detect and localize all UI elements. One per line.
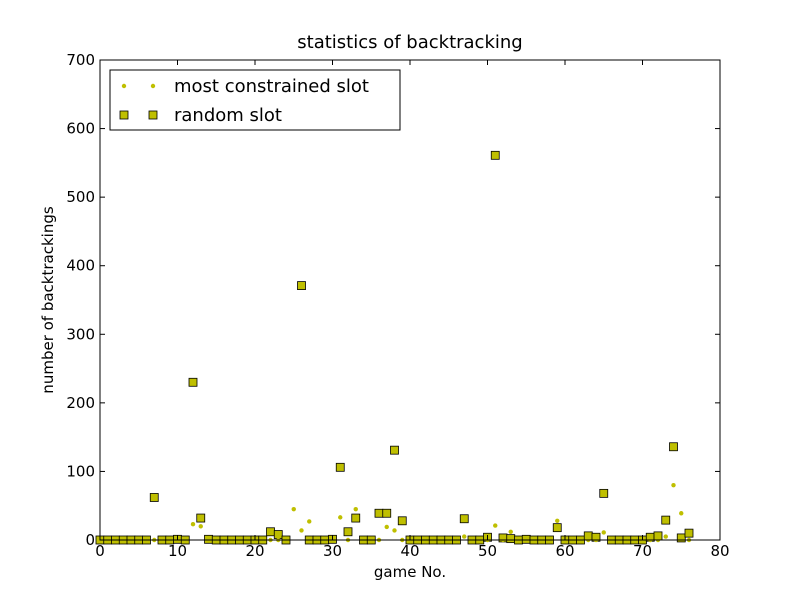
legend-marker bbox=[150, 83, 156, 89]
random-slot-point bbox=[490, 150, 500, 160]
legend-marker bbox=[121, 83, 127, 89]
random-slot-point bbox=[382, 508, 392, 518]
random-slot-point bbox=[335, 462, 345, 472]
most-constrained-point bbox=[663, 534, 668, 539]
chart-title: statistics of backtracking bbox=[297, 32, 522, 53]
most-constrained-point bbox=[555, 518, 560, 523]
legend-box bbox=[109, 69, 401, 131]
x-tick-label: 60 bbox=[555, 542, 574, 560]
most-constrained-point bbox=[493, 523, 498, 528]
y-tick-label: 500 bbox=[66, 188, 95, 206]
random-slot-point bbox=[343, 527, 353, 537]
random-slot-point bbox=[599, 488, 609, 498]
y-tick-label: 100 bbox=[66, 462, 95, 480]
most-constrained-point bbox=[307, 519, 312, 524]
most-constrained-point bbox=[679, 511, 684, 516]
most-constrained-point bbox=[384, 524, 389, 530]
random-slot-point bbox=[297, 281, 306, 291]
most-constrained-point bbox=[299, 528, 304, 533]
most-constrained-point bbox=[190, 522, 196, 527]
random-slot-point bbox=[374, 508, 384, 518]
x-tick-label: 40 bbox=[400, 542, 419, 560]
most-constrained-point bbox=[353, 506, 358, 512]
y-axis-label: number of backtrackings bbox=[39, 206, 57, 394]
random-slot-point bbox=[351, 513, 361, 523]
y-tick-label: 600 bbox=[66, 120, 95, 138]
axes: 0 10 20 30 40 50 60 70 80 0 100 200 300 400 500 600 700 bbox=[66, 51, 729, 560]
legend-label: most constrained slot bbox=[174, 76, 369, 97]
y-tick-label: 0 bbox=[85, 531, 95, 549]
most-constrained-point bbox=[462, 534, 467, 539]
random-slot-point bbox=[397, 516, 407, 526]
random-slot-point bbox=[669, 442, 678, 452]
x-tick-label: 50 bbox=[478, 542, 497, 560]
random-slot-point bbox=[684, 528, 694, 538]
random-slot-point bbox=[459, 514, 469, 524]
x-tick-label: 70 bbox=[633, 542, 652, 560]
x-tick-label: 30 bbox=[323, 542, 342, 560]
y-tick-label: 300 bbox=[66, 325, 95, 343]
y-tick-label: 400 bbox=[66, 257, 95, 275]
most-constrained-point bbox=[198, 524, 203, 529]
random-slot-point bbox=[273, 530, 283, 539]
most-constrained-point bbox=[338, 515, 343, 520]
most-constrained-point bbox=[671, 482, 676, 488]
random-slot-point bbox=[196, 513, 206, 523]
legend-marker bbox=[148, 110, 158, 120]
x-axis-label: game No. bbox=[374, 563, 446, 581]
x-tick-label: 80 bbox=[710, 542, 729, 560]
random-slot-point bbox=[188, 377, 198, 387]
random-slot-point bbox=[552, 523, 562, 533]
legend: most constrained slot random slot bbox=[109, 69, 401, 131]
random-slot-point bbox=[506, 534, 516, 544]
x-tick-label: 20 bbox=[245, 542, 264, 560]
most-constrained-point bbox=[601, 530, 606, 535]
legend-label: random slot bbox=[174, 105, 282, 126]
random-slot-point bbox=[149, 493, 159, 502]
most-constrained-point bbox=[291, 506, 296, 512]
most-constrained-point bbox=[508, 529, 513, 534]
random-slot-point bbox=[266, 527, 275, 537]
y-tick-label: 200 bbox=[66, 394, 95, 412]
random-slot-point bbox=[390, 445, 399, 455]
x-tick-label: 10 bbox=[168, 542, 187, 560]
y-tick-label: 700 bbox=[66, 51, 95, 69]
random-slot-point bbox=[676, 533, 686, 543]
legend-marker bbox=[119, 110, 129, 120]
random-slot-point bbox=[661, 515, 671, 525]
most-constrained-point bbox=[392, 528, 397, 533]
x-tick-label: 0 bbox=[95, 542, 105, 560]
